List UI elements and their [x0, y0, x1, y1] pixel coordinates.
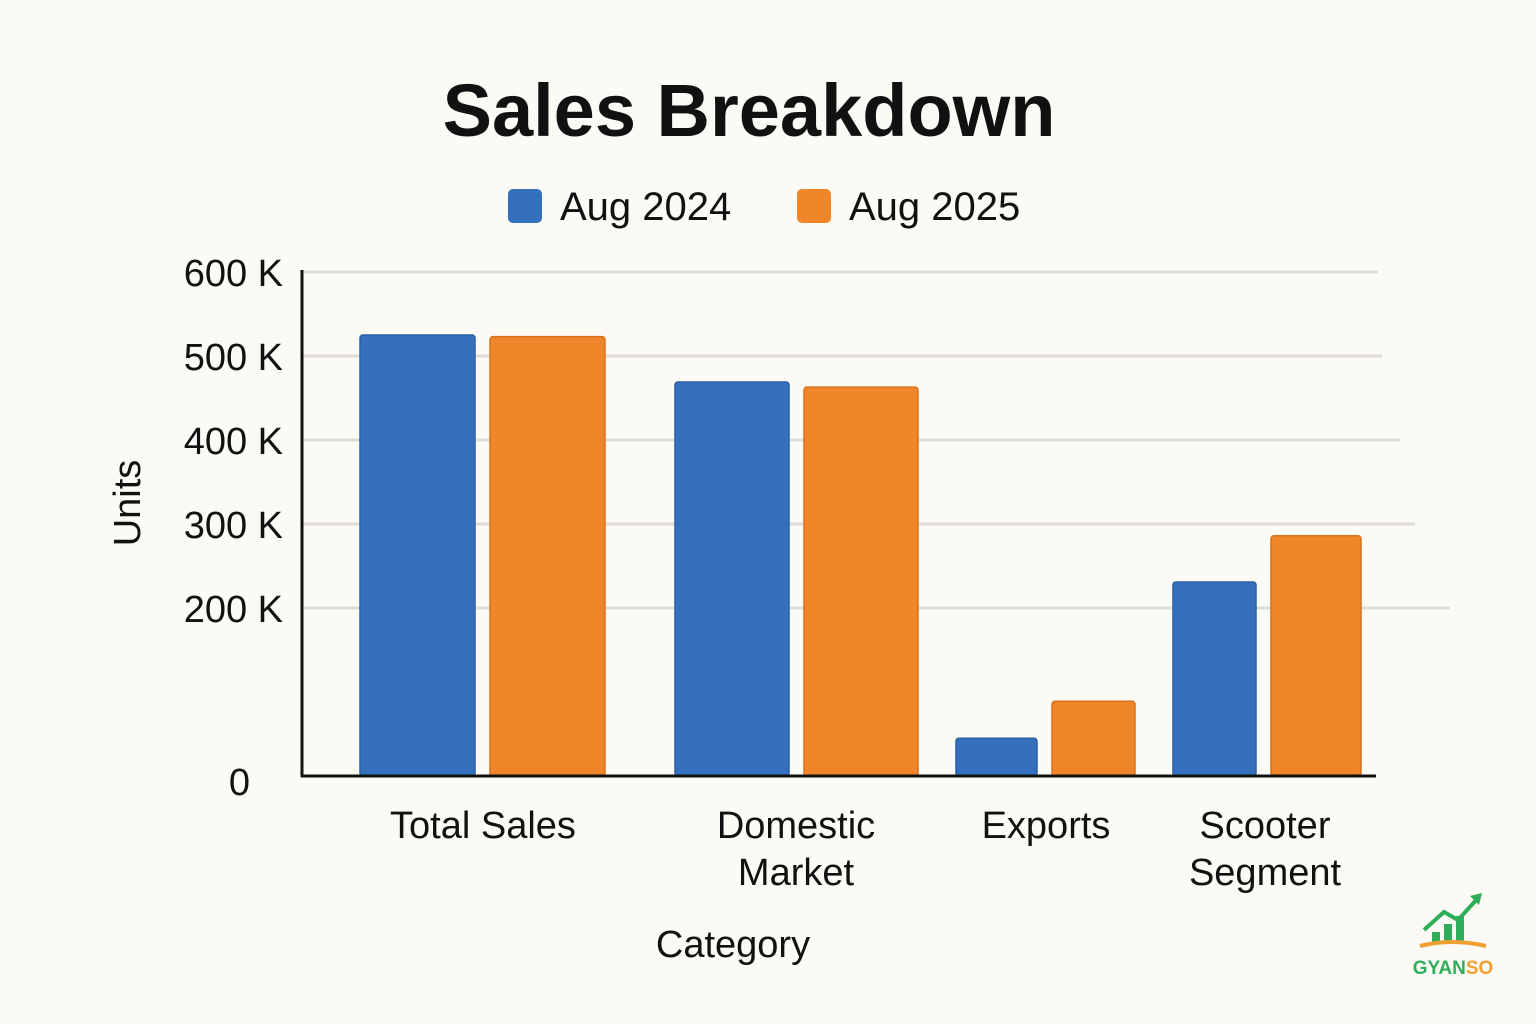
- x-axis-title: Category: [656, 924, 810, 966]
- x-axis-categories: Total Sales Domestic Market Exports Scooter S…: [390, 805, 1341, 894]
- bar: [1172, 581, 1257, 777]
- bar: [674, 381, 790, 777]
- y-tick-label: 0: [229, 762, 250, 804]
- bar: [1051, 700, 1136, 777]
- bar: [489, 335, 606, 777]
- legend-swatch: [508, 189, 542, 223]
- x-category-label: Segment: [1189, 852, 1342, 894]
- bar: [359, 334, 476, 777]
- bar: [1270, 535, 1362, 777]
- legend-label: Aug 2025: [849, 185, 1020, 229]
- y-tick-label: 300 K: [184, 505, 283, 547]
- gyanso-logo: GYANSO: [1413, 893, 1494, 979]
- y-tick-label: 500 K: [184, 337, 283, 379]
- x-category-label: Exports: [982, 805, 1111, 847]
- y-tick-label: 600 K: [184, 253, 283, 295]
- y-axis-ticks: 0 200 K 300 K 400 K 500 K 600 K: [184, 253, 283, 804]
- x-category-label: Scooter: [1200, 805, 1331, 847]
- legend-swatch: [797, 189, 831, 223]
- chart-title: Sales Breakdown: [443, 69, 1056, 152]
- x-category-label: Market: [738, 852, 855, 894]
- bars: [359, 334, 1362, 777]
- y-tick-label: 400 K: [184, 421, 283, 463]
- axes: [300, 270, 1376, 778]
- legend-label: Aug 2024: [560, 185, 731, 229]
- bar: [803, 386, 919, 777]
- y-axis-title: Units: [107, 460, 149, 547]
- x-category-label: Total Sales: [390, 805, 576, 847]
- growth-chart-icon: [1419, 893, 1487, 948]
- x-category-label: Domestic: [717, 805, 875, 847]
- legend: Aug 2024 Aug 2025: [508, 185, 1020, 229]
- bar: [955, 737, 1038, 777]
- y-tick-label: 200 K: [184, 589, 283, 631]
- logo-text: GYANSO: [1413, 958, 1494, 979]
